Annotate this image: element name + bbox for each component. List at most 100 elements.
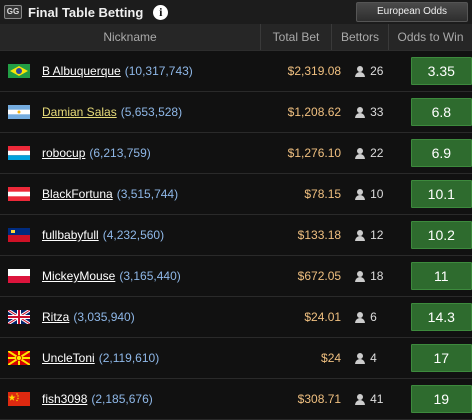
person-icon: [355, 352, 366, 364]
player-name-cell: UncleToni (2,119,610): [42, 351, 258, 365]
bettors-cell: 22: [347, 146, 403, 160]
col-odds-to-win[interactable]: Odds to Win: [397, 30, 464, 44]
player-name-cell: fish3098 (2,185,676): [42, 392, 258, 406]
person-icon: [355, 65, 366, 77]
player-name-cell: robocup (6,213,759): [42, 146, 258, 160]
odds-to-win-button[interactable]: 10.2: [410, 221, 472, 249]
person-icon: [355, 311, 366, 323]
player-row[interactable]: UncleToni (2,119,610) $24 4 17: [0, 338, 472, 379]
odds-to-win-button[interactable]: 17: [410, 344, 472, 372]
united-kingdom-flag-icon: [8, 310, 30, 324]
player-name-cell: Ritza (3,035,940): [42, 310, 258, 324]
north-macedonia-flag-icon: [8, 351, 30, 365]
player-count: (2,119,610): [98, 351, 160, 365]
player-nickname-link[interactable]: Ritza: [42, 310, 70, 324]
column-header: Nickname Total Bet Bettors Odds to Win: [0, 24, 472, 51]
total-bet: $24.01: [304, 310, 342, 324]
player-name-cell: MickeyMouse (3,165,440): [42, 269, 258, 283]
col-nickname[interactable]: Nickname: [0, 24, 261, 50]
bettors-count: 4: [370, 351, 377, 365]
person-icon: [355, 229, 366, 241]
info-icon[interactable]: i: [153, 4, 169, 20]
argentina-flag-icon: [8, 105, 30, 119]
player-count: (5,653,528): [120, 105, 183, 119]
total-bet: $24: [321, 351, 342, 365]
poland-flag-icon: [8, 269, 30, 283]
bettors-cell: 10: [347, 187, 403, 201]
odds-to-win-button[interactable]: 14.3: [410, 303, 472, 331]
bettors-cell: 33: [347, 105, 403, 119]
austria-flag-icon: [8, 187, 30, 201]
player-count: (3,515,744): [116, 187, 179, 201]
ggpoker-logo: GG: [4, 5, 22, 19]
bettors-cell: 41: [347, 392, 403, 406]
player-row[interactable]: Damian Salas (5,653,528) $1,208.62 33 6.8: [0, 92, 472, 133]
panel-title: Final Table Betting: [28, 4, 144, 20]
brazil-flag-icon: [8, 64, 30, 78]
odds-format-select[interactable]: European Odds: [356, 2, 468, 22]
player-count: (3,165,440): [119, 269, 181, 283]
person-icon: [355, 147, 366, 159]
odds-to-win-button[interactable]: 6.8: [410, 98, 472, 126]
player-row[interactable]: B Albuquerque (10,317,743) $2,319.08 26 3.35: [0, 51, 472, 92]
china-flag-icon: [8, 392, 30, 406]
bettors-count: 41: [370, 392, 384, 406]
bettors-count: 12: [370, 228, 384, 242]
total-bet: $308.71: [297, 392, 342, 406]
odds-to-win-button[interactable]: 11: [410, 262, 472, 290]
odds-to-win-button[interactable]: 6.9: [410, 139, 472, 167]
player-nickname-link[interactable]: fish3098: [42, 392, 88, 406]
total-bet: $133.18: [297, 228, 342, 242]
col-bettors[interactable]: Bettors: [332, 24, 389, 50]
player-nickname-link[interactable]: B Albuquerque: [42, 64, 121, 78]
player-count: (3,035,940): [73, 310, 135, 324]
person-icon: [355, 106, 366, 118]
odds-to-win-button[interactable]: 10.1: [410, 180, 472, 208]
bettors-count: 18: [370, 269, 384, 283]
player-name-cell: BlackFortuna (3,515,744): [42, 187, 258, 201]
bettors-cell: 12: [347, 228, 403, 242]
bettors-count: 6: [370, 310, 377, 324]
bettors-count: 33: [370, 105, 384, 119]
total-bet: $78.15: [304, 187, 342, 201]
player-nickname-link[interactable]: UncleToni: [42, 351, 95, 365]
person-icon: [355, 270, 366, 282]
player-nickname-link[interactable]: Damian Salas: [42, 105, 117, 119]
player-row[interactable]: fish3098 (2,185,676) $308.71 41 19: [0, 379, 472, 420]
odds-to-win-button[interactable]: 3.35: [410, 57, 472, 85]
bettors-count: 26: [370, 64, 384, 78]
player-row[interactable]: BlackFortuna (3,515,744) $78.15 10 10.1: [0, 174, 472, 215]
col-total-bet[interactable]: Total Bet: [261, 24, 332, 50]
player-list: B Albuquerque (10,317,743) $2,319.08 26 3.35…: [0, 51, 472, 420]
player-count: (4,232,560): [102, 228, 165, 242]
bettors-cell: 6: [347, 310, 403, 324]
player-nickname-link[interactable]: robocup: [42, 146, 86, 160]
bettors-count: 22: [370, 146, 384, 160]
player-nickname-link[interactable]: fullbabyfull: [42, 228, 99, 242]
bettors-cell: 26: [347, 64, 403, 78]
player-row[interactable]: fullbabyfull (4,232,560) $133.18 12 10.2: [0, 215, 472, 256]
player-nickname-link[interactable]: MickeyMouse: [42, 269, 116, 283]
player-count: (6,213,759): [89, 146, 151, 160]
bettors-count: 10: [370, 187, 384, 201]
person-icon: [355, 393, 366, 405]
player-nickname-link[interactable]: BlackFortuna: [42, 187, 113, 201]
player-count: (2,185,676): [91, 392, 153, 406]
player-name-cell: B Albuquerque (10,317,743): [42, 64, 258, 78]
luxembourg-flag-icon: [8, 146, 30, 160]
total-bet: $2,319.08: [287, 64, 342, 78]
player-row[interactable]: robocup (6,213,759) $1,276.10 22 6.9: [0, 133, 472, 174]
total-bet: $672.05: [297, 269, 342, 283]
bettors-cell: 18: [347, 269, 403, 283]
player-name-cell: Damian Salas (5,653,528): [42, 105, 258, 119]
player-row[interactable]: MickeyMouse (3,165,440) $672.05 18 11: [0, 256, 472, 297]
player-name-cell: fullbabyfull (4,232,560): [42, 228, 258, 242]
player-row[interactable]: Ritza (3,035,940) $24.01 6 14.3: [0, 297, 472, 338]
bettors-cell: 4: [347, 351, 403, 365]
total-bet: $1,276.10: [287, 146, 342, 160]
panel-header: GG Final Table Betting i European Odds: [0, 0, 472, 24]
odds-to-win-button[interactable]: 19: [410, 385, 472, 413]
total-bet: $1,208.62: [287, 105, 342, 119]
player-count: (10,317,743): [124, 64, 193, 78]
